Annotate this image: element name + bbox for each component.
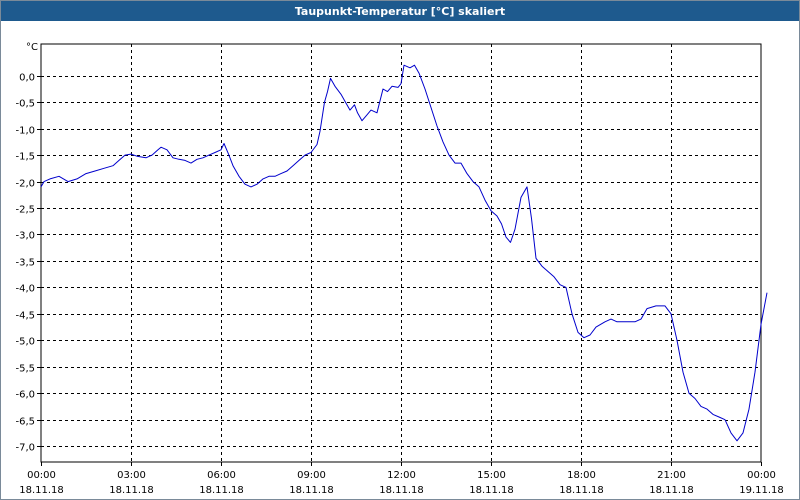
x-tick-time-label: 21:00 xyxy=(657,470,686,481)
x-tick-date-label: 18.11.18 xyxy=(469,485,514,496)
y-tick-label: -7,0 xyxy=(15,443,35,454)
x-tick-time-label: 09:00 xyxy=(297,470,326,481)
y-tick-label: -1,5 xyxy=(15,152,35,163)
y-unit-label: °C xyxy=(26,42,38,53)
x-tick-time-label: 00:00 xyxy=(747,470,776,481)
y-tick-label: -5,0 xyxy=(15,337,35,348)
x-tick-date-label: 18.11.18 xyxy=(199,485,244,496)
y-tick-label: -6,5 xyxy=(15,417,35,428)
y-tick-label: -2,5 xyxy=(15,205,35,216)
x-tick-time-label: 18:00 xyxy=(567,470,596,481)
y-tick-label: -2,0 xyxy=(15,179,35,190)
y-tick-label: -0,5 xyxy=(15,99,35,110)
x-tick-time-label: 03:00 xyxy=(117,470,146,481)
x-tick-date-label: 18.11.18 xyxy=(19,485,64,496)
y-tick-label: -1,0 xyxy=(15,126,35,137)
y-tick-label: -3,5 xyxy=(15,258,35,269)
grid-lines xyxy=(37,44,762,466)
x-tick-date-label: 18.11.18 xyxy=(109,485,154,496)
dewpoint-series-line xyxy=(41,65,767,441)
x-tick-date-label: 18.11.18 xyxy=(379,485,424,496)
y-tick-label: -6,0 xyxy=(15,390,35,401)
x-tick-time-label: 12:00 xyxy=(387,470,416,481)
x-tick-date-label: 18.11.18 xyxy=(649,485,694,496)
y-tick-label: -4,5 xyxy=(15,311,35,322)
y-tick-label: 0,0 xyxy=(19,73,35,84)
axis-labels: °C 0,0 -0,5 -1,0 -1,5 -2,0 -2,5 -3,0 -3,5 -4,0 -4,… xyxy=(15,42,783,496)
x-tick-date-label: 18.11.18 xyxy=(559,485,604,496)
x-tick-date-label: 19.11.18 xyxy=(739,485,784,496)
y-tick-label: -4,0 xyxy=(15,284,35,295)
series-group xyxy=(41,65,767,441)
x-tick-date-label: 18.11.18 xyxy=(289,485,334,496)
y-tick-label: -3,0 xyxy=(15,231,35,242)
x-tick-time-label: 15:00 xyxy=(477,470,506,481)
y-tick-label: -5,5 xyxy=(15,364,35,375)
x-tick-time-label: 06:00 xyxy=(207,470,236,481)
x-tick-time-label: 00:00 xyxy=(27,470,56,481)
